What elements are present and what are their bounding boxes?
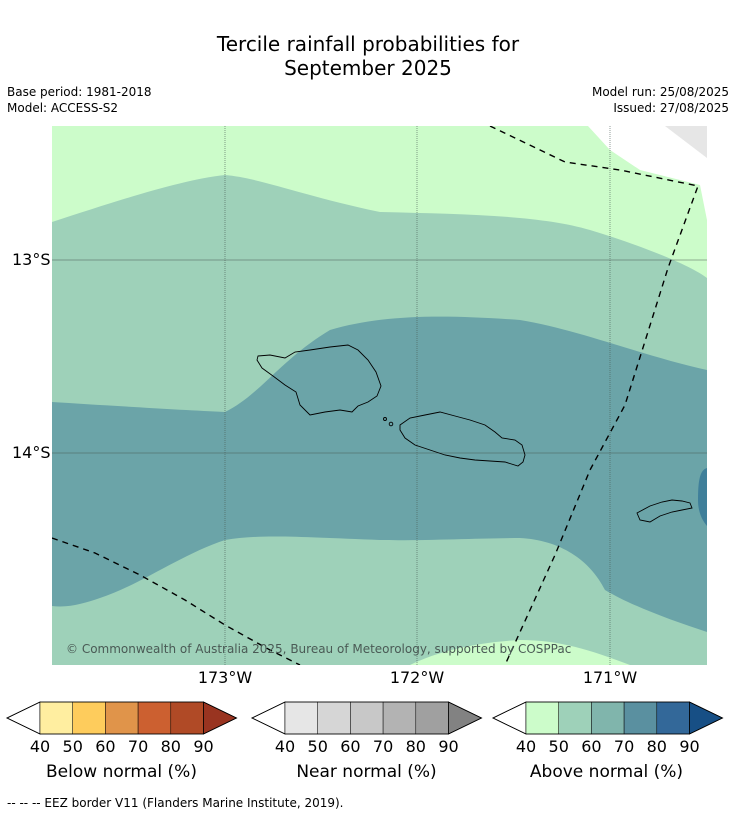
below-normal-colorbar-tick: 40 <box>30 737 50 756</box>
coastlines <box>256 344 693 523</box>
above-normal-colorbar-bin <box>656 701 690 735</box>
below-normal-colorbar-tick: 80 <box>161 737 181 756</box>
above-normal-colorbar-high-extend <box>689 701 724 735</box>
above-normal-colorbar-outline <box>492 701 724 735</box>
meta-right: Model run: 25/08/2025 Issued: 27/08/2025 <box>592 84 729 116</box>
lon-label-173w: 173°W <box>198 668 253 687</box>
graticule-lat <box>52 259 707 454</box>
model-run: Model run: 25/08/2025 <box>591 85 729 99</box>
near-normal-label: Near normal (%) <box>296 762 437 782</box>
below-normal-colorbar-low-extend <box>6 701 41 735</box>
near-normal-colorbar-tick: 70 <box>373 737 393 756</box>
near-normal-colorbar-bin <box>382 701 417 735</box>
above-normal-label: Above normal (%) <box>529 762 684 782</box>
above-normal-colorbar-low-extend <box>492 701 527 735</box>
above-normal-colorbar-tick: 50 <box>549 737 569 756</box>
upolu-island <box>399 411 526 467</box>
below-normal-colorbar-bin <box>72 701 106 735</box>
near-normal-colorbar-bin <box>284 701 318 735</box>
near-normal-colorbar-high-extend <box>448 701 483 735</box>
above-normal-colorbar-bin <box>591 701 625 735</box>
lat-label-14s: 14°S <box>12 443 51 462</box>
colorbars: 40 50 60 70 80 90 40 50 60 70 80 90 40 50 60 70 80 90 <box>6 701 724 756</box>
near-normal-colorbar-bin <box>350 701 384 735</box>
below-normal-label: Below normal (%) <box>46 762 197 782</box>
map-title-line2: September 2025 <box>284 56 452 80</box>
above-normal-colorbar-tick: 80 <box>647 737 667 756</box>
near-normal-colorbar-tick: 90 <box>438 737 458 756</box>
near-normal-colorbar-tick: 40 <box>275 737 295 756</box>
below-normal-colorbar-bin <box>105 701 139 735</box>
below-normal-colorbar-tick: 70 <box>128 737 148 756</box>
near-normal-colorbar-bin <box>415 701 449 735</box>
above-normal-colorbar-tick: 90 <box>679 737 699 756</box>
above-normal-colorbar-bin <box>525 701 559 735</box>
near-normal-colorbar-tick: 60 <box>340 737 360 756</box>
lat-label-13s: 13°S <box>12 250 51 269</box>
region-above-60-70 <box>52 316 707 632</box>
lon-label-172w: 172°W <box>390 668 445 687</box>
copyright-text: © Commonwealth of Australia 2025, Bureau… <box>66 642 571 656</box>
eez-border <box>52 126 699 665</box>
below-normal-colorbar-bin <box>137 701 172 735</box>
region-no-data <box>588 126 707 220</box>
savaii-island <box>256 344 382 416</box>
below-normal-colorbar-bin <box>39 701 73 735</box>
below-normal-colorbar-tick: 50 <box>63 737 83 756</box>
above-normal-colorbar-tick: 40 <box>516 737 536 756</box>
near-normal-colorbar-low-extend <box>251 701 286 735</box>
below-normal-colorbar-bin <box>170 701 204 735</box>
below-normal-colorbar-tick: 90 <box>193 737 213 756</box>
near-normal-colorbar-outline <box>251 701 483 735</box>
below-normal-colorbar-tick: 60 <box>95 737 115 756</box>
above-normal-colorbar-bin <box>558 701 592 735</box>
above-normal-colorbar-bin <box>623 701 658 735</box>
base-period: Base period: 1981-2018 <box>7 85 152 99</box>
lon-label-171w: 171°W <box>583 668 638 687</box>
region-above-40-50-bottom <box>410 640 630 665</box>
tutuila-island <box>636 499 693 523</box>
near-normal-colorbar-bin <box>317 701 351 735</box>
below-normal-colorbar-outline <box>6 701 238 735</box>
below-normal-colorbar-high-extend <box>203 701 238 735</box>
above-normal-colorbar-tick: 70 <box>614 737 634 756</box>
map-title-line1: Tercile rainfall probabilities for <box>216 32 520 56</box>
above-normal-colorbar-tick: 60 <box>581 737 601 756</box>
model-name: Model: ACCESS-S2 <box>7 101 119 115</box>
near-normal-colorbar-tick: 50 <box>308 737 328 756</box>
region-above-70-80 <box>698 468 707 526</box>
footer-eez-note: -- -- -- EEZ border V11 (Flanders Marine… <box>7 796 344 810</box>
near-normal-colorbar-tick: 80 <box>406 737 426 756</box>
issued-date: Issued: 27/08/2025 <box>613 101 729 115</box>
meta-left: Base period: 1981-2018 Model: ACCESS-S2 <box>7 84 152 116</box>
probability-fields: © Commonwealth of Australia 2025, Bureau… <box>52 126 707 665</box>
region-grey-corner <box>665 126 707 158</box>
